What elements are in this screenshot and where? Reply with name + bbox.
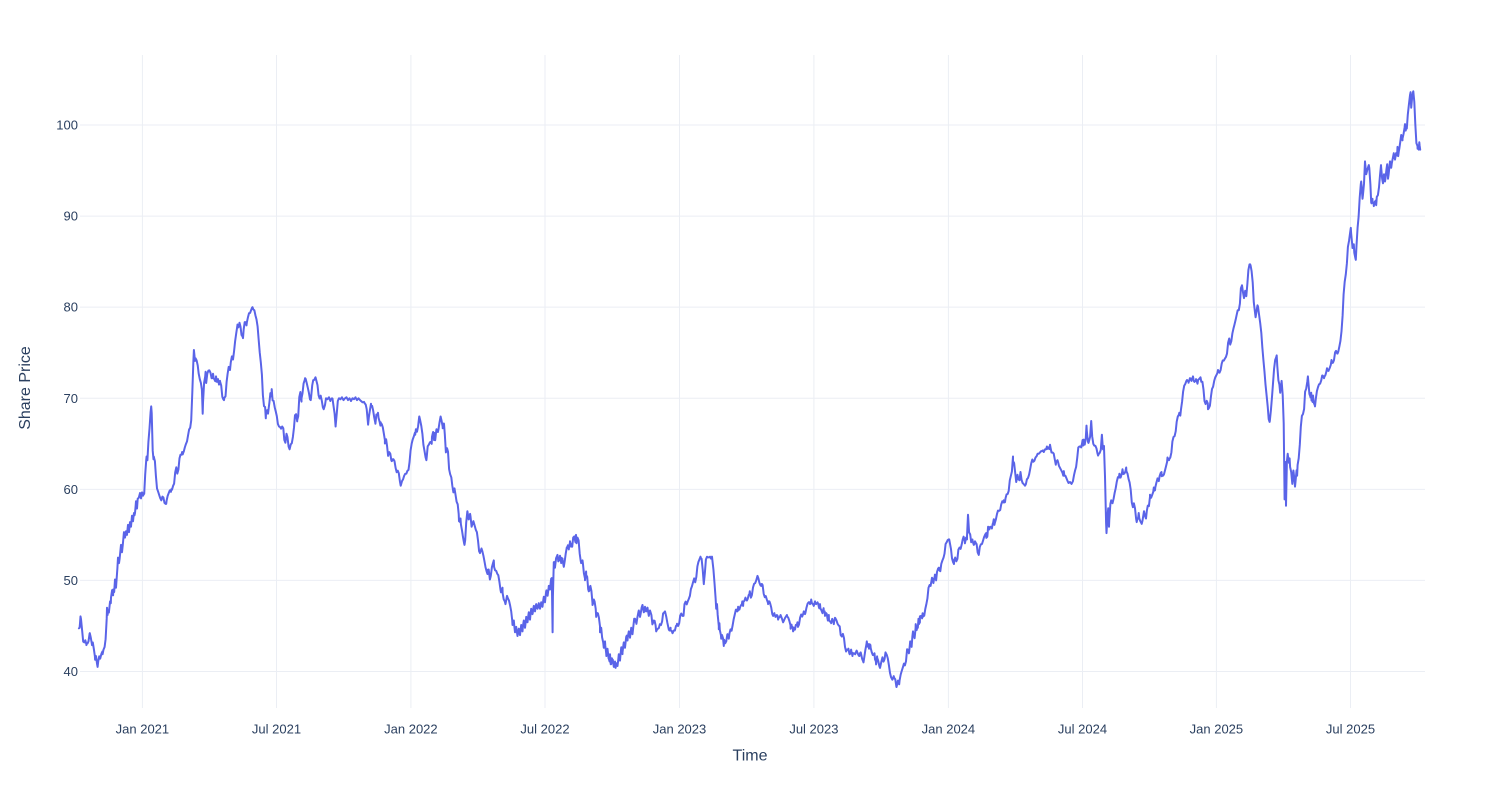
svg-text:Jul 2025: Jul 2025 — [1326, 722, 1375, 737]
svg-text:50: 50 — [64, 573, 78, 588]
svg-text:100: 100 — [56, 118, 78, 133]
svg-text:60: 60 — [64, 482, 78, 497]
svg-text:Jan 2021: Jan 2021 — [116, 722, 170, 737]
svg-text:Share Price: Share Price — [17, 346, 34, 430]
svg-text:Jul 2022: Jul 2022 — [520, 722, 569, 737]
svg-text:80: 80 — [64, 300, 78, 315]
svg-text:Jan 2025: Jan 2025 — [1190, 722, 1244, 737]
svg-text:Jul 2024: Jul 2024 — [1058, 722, 1107, 737]
svg-text:70: 70 — [64, 391, 78, 406]
svg-text:90: 90 — [64, 209, 78, 224]
svg-text:Time: Time — [733, 748, 768, 765]
svg-text:Jan 2023: Jan 2023 — [653, 722, 707, 737]
svg-text:Jul 2021: Jul 2021 — [252, 722, 301, 737]
svg-text:40: 40 — [64, 664, 78, 679]
svg-text:Jan 2024: Jan 2024 — [922, 722, 976, 737]
svg-text:Jul 2023: Jul 2023 — [789, 722, 838, 737]
svg-text:Jan 2022: Jan 2022 — [384, 722, 438, 737]
